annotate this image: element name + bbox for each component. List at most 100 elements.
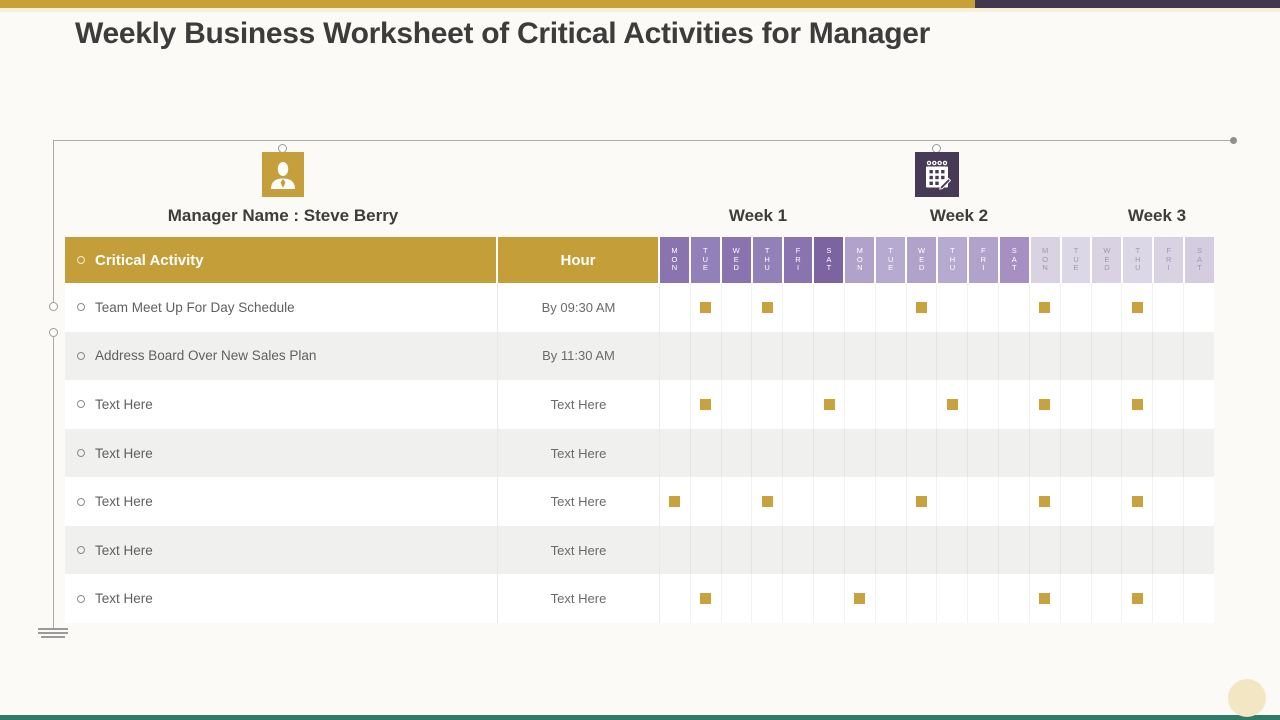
day-cell	[1092, 331, 1123, 381]
day-cell	[1030, 574, 1061, 624]
day-cell	[783, 525, 815, 575]
activity-label: Text Here	[95, 591, 153, 607]
frame-left-line-lower	[53, 337, 54, 628]
person-icon	[262, 152, 304, 197]
day-cell	[1122, 477, 1154, 526]
day-cell	[1092, 525, 1123, 575]
day-cell	[814, 380, 845, 429]
day-cell	[968, 525, 1000, 575]
day-cell	[1092, 283, 1123, 332]
day-cell	[845, 525, 876, 575]
day-cell	[1030, 331, 1061, 381]
table-row: Text Here Text Here	[65, 428, 1214, 478]
day-cell	[722, 283, 753, 332]
ground-symbol-dash-2	[38, 632, 68, 634]
day-cell	[752, 574, 784, 624]
day-cell	[845, 428, 876, 478]
day-cell	[1092, 380, 1123, 429]
day-cell	[1061, 428, 1092, 478]
day-cell	[814, 477, 845, 526]
day-cell	[968, 331, 1000, 381]
ground-symbol-dash-1	[38, 628, 68, 630]
day-cell	[1061, 574, 1092, 624]
day-cell	[845, 331, 876, 381]
activity-mark	[669, 496, 681, 508]
day-cell	[722, 477, 753, 526]
bullet-icon	[77, 256, 85, 264]
day-cell	[660, 428, 691, 478]
day-cell	[660, 525, 691, 575]
activity-label: Text Here	[95, 445, 153, 461]
day-cell	[1030, 283, 1061, 332]
day-cell	[1153, 477, 1185, 526]
day-cell	[660, 477, 691, 526]
day-cell	[999, 283, 1030, 332]
day-cell	[752, 283, 784, 332]
day-cell	[907, 428, 938, 478]
day-cell	[660, 283, 691, 332]
table-row: Text Here Text Here	[65, 380, 1214, 429]
day-cell	[660, 380, 691, 429]
activity-mark	[761, 301, 773, 313]
activity-mark	[700, 593, 712, 605]
day-cell	[968, 574, 1000, 624]
activity-mark	[854, 593, 866, 605]
day-cell	[999, 380, 1030, 429]
table-row: Text Here Text Here	[65, 477, 1214, 526]
day-cell	[1030, 428, 1061, 478]
hour-cell: Text Here	[498, 525, 660, 575]
day-cell	[660, 331, 691, 381]
activity-mark	[916, 496, 928, 508]
day-cell	[1061, 331, 1092, 381]
activity-mark	[700, 398, 712, 410]
activity-cell: Address Board Over New Sales Plan	[65, 331, 498, 381]
day-cell	[968, 428, 1000, 478]
day-cell	[691, 283, 722, 332]
day-cell	[1184, 429, 1214, 478]
day-cell	[876, 477, 907, 526]
day-cell	[1122, 428, 1154, 478]
page-title: Weekly Business Worksheet of Critical Ac…	[75, 17, 931, 50]
day-cell	[691, 380, 722, 429]
day-cell	[752, 428, 784, 478]
day-cell	[814, 283, 845, 332]
hour-cell: Text Here	[498, 477, 660, 526]
day-cell	[1122, 525, 1154, 575]
activity-mark	[1131, 593, 1143, 605]
day-cell	[691, 331, 722, 381]
day-cell	[999, 525, 1030, 575]
day-cell	[1092, 477, 1123, 526]
top-accent-bar-gold	[0, 0, 975, 8]
day-cell	[907, 380, 938, 429]
frame-top-line	[53, 140, 1233, 141]
day-cell	[845, 477, 876, 526]
day-cell	[876, 380, 907, 429]
day-cell	[999, 331, 1030, 381]
day-cell	[1030, 477, 1061, 526]
corner-circle-decoration	[1228, 679, 1266, 717]
week-1-label: Week 1	[728, 206, 788, 225]
day-cell	[907, 331, 938, 381]
day-cell	[876, 525, 907, 575]
frame-left-line-upper	[53, 140, 54, 303]
day-cell	[937, 331, 969, 381]
top-accent-underline	[0, 8, 1280, 12]
day-cell	[968, 380, 1000, 429]
day-cell	[783, 380, 815, 429]
day-cell	[752, 380, 784, 429]
hour-header: Hour	[498, 237, 660, 283]
day-cell	[968, 283, 1000, 332]
connector-ring-left-2	[49, 328, 58, 337]
day-cell	[814, 428, 845, 478]
activity-mark	[761, 496, 773, 508]
day-cell	[845, 380, 876, 429]
hour-cell: Text Here	[498, 380, 660, 429]
day-cell	[814, 574, 845, 624]
